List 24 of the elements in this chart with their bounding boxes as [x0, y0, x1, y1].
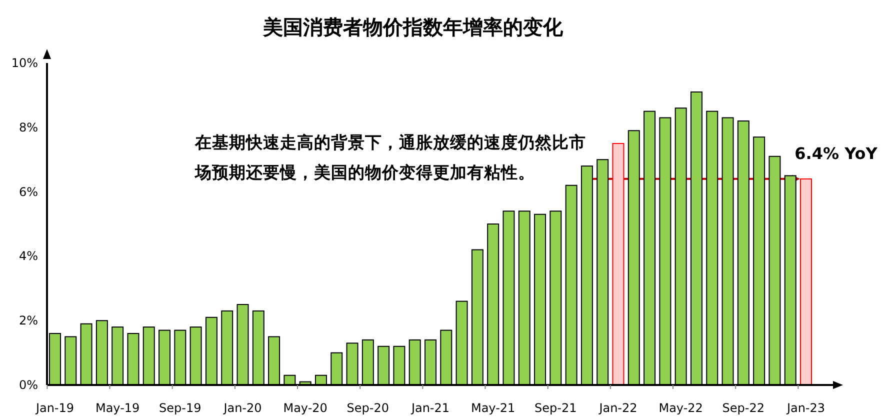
x-tick-label: May-21 — [470, 401, 516, 415]
annotation: 在基期快速走高的背景下，通胀放缓的速度仍然比市场预期还要慢，美国的物价变得更加有粘性。 — [194, 133, 586, 182]
chart-title: 美国消费者物价指数年增率的变化 — [262, 15, 564, 39]
x-tick-label: Sep-20 — [346, 401, 390, 415]
x-tick-label: May-22 — [658, 401, 703, 415]
y-tick-label: 8% — [18, 120, 38, 134]
y-tick-label: 10% — [11, 56, 38, 70]
x-tick-label: Jan-21 — [410, 401, 450, 415]
y-tick-label: 0% — [18, 378, 38, 392]
x-tick-label: Sep-22 — [722, 401, 765, 415]
x-tick-label: Jan-23 — [786, 401, 826, 415]
x-tick-label: Sep-19 — [159, 401, 202, 415]
annotation: 6.4% YoY — [794, 144, 878, 163]
x-tick-label: May-19 — [95, 401, 140, 415]
x-tick-label: Jan-19 — [34, 401, 74, 415]
y-tick-label: 4% — [18, 249, 38, 264]
y-tick-label: 2% — [18, 314, 38, 328]
y-tick-label: 6% — [18, 184, 38, 199]
bar — [800, 178, 812, 386]
x-tick-label: Jan-20 — [222, 401, 262, 415]
x-tick-label: May-20 — [283, 401, 328, 415]
bar — [612, 143, 624, 386]
x-tick-label: Sep-21 — [534, 401, 577, 415]
x-tick-label: Jan-22 — [598, 401, 638, 415]
